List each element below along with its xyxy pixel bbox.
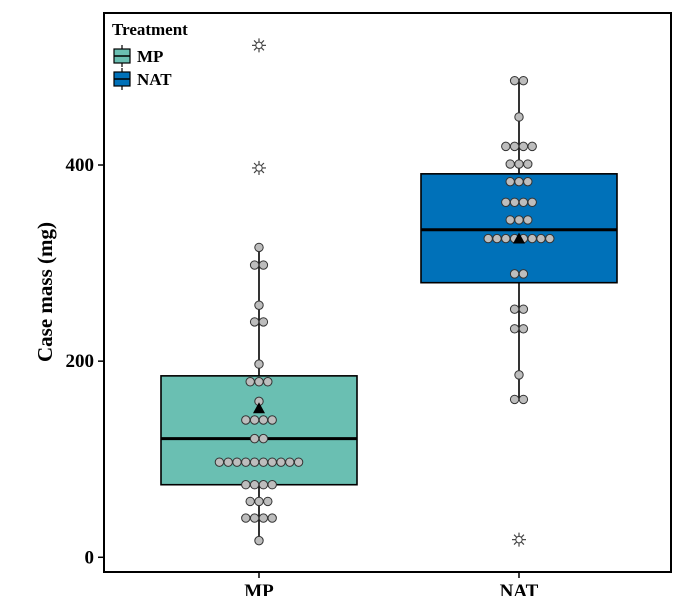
data-point	[263, 377, 273, 387]
data-point	[223, 457, 233, 467]
data-point	[492, 233, 502, 244]
legend-label: MP	[137, 47, 163, 66]
data-point	[254, 535, 264, 546]
data-point	[483, 233, 493, 244]
data-point	[254, 377, 264, 387]
data-point	[267, 480, 277, 490]
data-point	[518, 304, 529, 314]
data-point	[258, 433, 269, 444]
data-point	[258, 513, 269, 523]
data-point	[214, 457, 225, 467]
data-point	[241, 415, 251, 425]
mean-marker-mp	[253, 402, 265, 414]
data-point	[241, 480, 251, 490]
data-point	[509, 394, 520, 405]
data-point	[249, 433, 260, 444]
data-point	[249, 317, 260, 327]
data-point	[523, 159, 533, 169]
data-point	[254, 359, 264, 369]
data-point	[509, 75, 520, 86]
data-point	[232, 457, 242, 467]
data-point	[258, 457, 269, 467]
data-point	[258, 317, 269, 327]
legend: Treatment MP NAT	[112, 20, 188, 90]
data-point	[501, 233, 511, 244]
data-point	[536, 233, 546, 244]
data-point	[518, 75, 529, 86]
legend-item-nat: NAT	[113, 68, 172, 90]
data-point	[293, 457, 304, 467]
data-point	[518, 394, 529, 405]
data-point	[263, 496, 273, 507]
data-point	[514, 215, 524, 225]
data-point	[505, 159, 515, 169]
data-point	[514, 370, 524, 380]
data-point	[501, 141, 511, 152]
legend-item-mp: MP	[113, 45, 163, 67]
data-point	[509, 269, 520, 279]
outlier-nat	[512, 532, 526, 547]
data-point	[527, 141, 537, 152]
data-point	[245, 377, 255, 387]
data-point	[509, 197, 520, 207]
data-point	[249, 457, 260, 467]
data-point	[258, 260, 269, 270]
outlier-center	[255, 164, 263, 172]
data-point	[505, 176, 515, 187]
data-point	[285, 457, 295, 467]
y-axis-title: Case mass (mg)	[33, 222, 57, 362]
data-point	[245, 496, 255, 507]
data-point	[518, 197, 529, 207]
data-point	[267, 457, 277, 467]
data-point	[514, 176, 524, 187]
data-point	[509, 141, 520, 152]
mean-marker-nat	[513, 232, 525, 244]
legend-label: NAT	[137, 70, 172, 89]
data-point	[249, 260, 260, 270]
data-point	[249, 513, 260, 523]
x-tick-label: MP	[244, 581, 274, 596]
data-point	[254, 242, 264, 253]
data-point	[509, 324, 520, 334]
data-point	[518, 324, 529, 334]
data-point	[241, 513, 251, 523]
data-point	[514, 159, 524, 169]
data-point	[514, 112, 524, 122]
data-point	[249, 415, 260, 425]
outlier-center	[255, 41, 263, 50]
data-point	[241, 457, 251, 467]
data-point	[518, 141, 529, 152]
plot-panel-border	[103, 12, 672, 573]
plot-marks	[160, 38, 618, 547]
data-point	[258, 480, 269, 490]
box-mp	[160, 375, 358, 486]
data-point	[518, 269, 529, 279]
data-point	[267, 513, 277, 523]
y-tick-label: 400	[66, 155, 95, 176]
legend-title: Treatment	[112, 20, 188, 39]
y-tick-label: 200	[66, 351, 95, 372]
x-tick-label: NAT	[500, 581, 539, 596]
data-point	[523, 176, 533, 187]
y-axis: 0 200 400 MP NAT	[66, 155, 539, 596]
data-point	[249, 480, 260, 490]
data-point	[545, 233, 555, 244]
outlier-center	[515, 535, 523, 544]
data-point	[276, 457, 286, 467]
data-point	[523, 215, 533, 225]
data-point	[527, 233, 537, 244]
outlier-mp	[252, 38, 266, 53]
data-point	[267, 415, 277, 425]
y-tick-label: 0	[85, 547, 95, 568]
data-point	[258, 415, 269, 425]
data-point	[509, 304, 520, 314]
data-point	[254, 300, 264, 310]
data-point	[505, 215, 515, 225]
outlier-mp	[252, 160, 266, 175]
data-point	[501, 197, 511, 207]
data-point	[254, 496, 264, 507]
data-point	[527, 197, 537, 207]
